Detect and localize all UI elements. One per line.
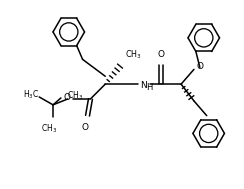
Text: CH$_3$: CH$_3$ — [41, 123, 57, 135]
Text: O: O — [64, 93, 71, 102]
Text: H$_3$C: H$_3$C — [23, 89, 40, 101]
Text: O: O — [158, 50, 165, 59]
Text: CH$_3$: CH$_3$ — [67, 90, 83, 102]
Text: O: O — [197, 62, 204, 71]
Text: N: N — [140, 81, 146, 90]
Text: O: O — [81, 123, 88, 132]
Text: CH$_3$: CH$_3$ — [125, 49, 142, 61]
Text: H: H — [146, 83, 152, 92]
